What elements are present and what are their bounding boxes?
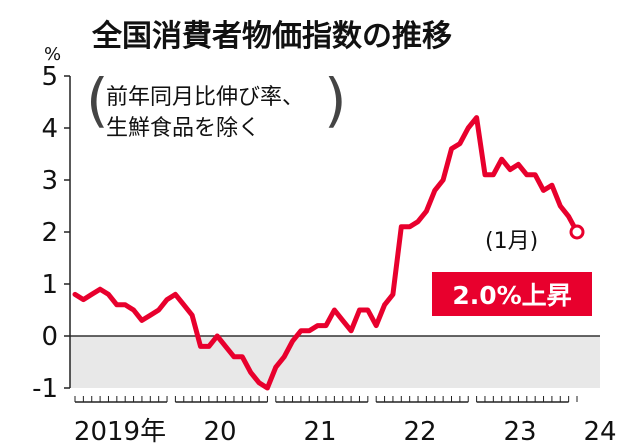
x-tick-label: 21	[303, 417, 336, 447]
subtitle-close-paren: )	[324, 66, 347, 134]
y-tick-label: 1	[41, 270, 58, 300]
latest-value-label: 2.0%上昇	[452, 281, 571, 310]
y-tick-label: 2	[41, 218, 58, 248]
y-unit-label: %	[44, 44, 61, 65]
chart-title: 全国消費者物価指数の推移	[91, 19, 452, 54]
subtitle-open-paren: (	[86, 66, 109, 134]
latest-value-badge	[432, 272, 592, 316]
x-tick-label: 24	[583, 417, 616, 447]
x-tick-label: 23	[503, 417, 536, 447]
x-tick-label: 2019年	[74, 417, 166, 447]
y-tick-label: 0	[41, 322, 58, 352]
latest-point-marker	[569, 224, 585, 240]
subtitle-line-2: 生鮮食品を除く	[106, 116, 260, 141]
negative-region-shade	[70, 336, 600, 388]
y-tick-label: 4	[41, 114, 58, 144]
series-line	[72, 115, 580, 391]
latest-month-label: (1月)	[485, 229, 538, 254]
y-tick-label: 5	[41, 62, 58, 92]
x-tick-label: 20	[203, 417, 236, 447]
y-tick-label: 3	[41, 166, 58, 196]
x-tick-label: 22	[403, 417, 436, 447]
y-tick-label: -1	[32, 374, 58, 404]
subtitle-line-1: 前年同月比伸び率、	[106, 85, 304, 110]
